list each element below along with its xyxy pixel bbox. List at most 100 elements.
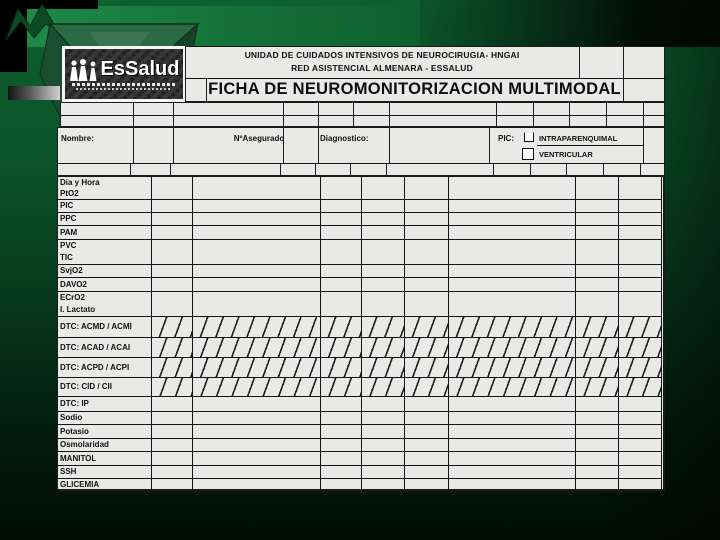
- grid-line: [173, 103, 174, 128]
- data-cell: [193, 466, 321, 478]
- data-cell: [193, 226, 321, 239]
- grid-line: [530, 163, 531, 177]
- table-row: ECrO2I. Lactato: [58, 292, 662, 317]
- data-cell: [152, 452, 193, 465]
- data-cell: [193, 292, 321, 316]
- data-cell: [449, 439, 576, 451]
- data-cell: [152, 378, 193, 396]
- grid-line: [643, 103, 644, 128]
- grid-line: [569, 103, 570, 128]
- family-silhouette-icon: [69, 59, 99, 81]
- header-lines: UNIDAD DE CUIDADOS INTENSIVOS DE NEUROCI…: [186, 49, 578, 75]
- data-cell: [152, 213, 193, 225]
- data-cell: [321, 317, 362, 337]
- data-cell: [362, 200, 405, 212]
- data-cell: [576, 278, 619, 291]
- data-cell: [362, 479, 405, 491]
- data-cell: [362, 466, 405, 478]
- row-label: SSH: [60, 467, 151, 477]
- data-cell: [619, 292, 662, 316]
- data-cell: [362, 213, 405, 225]
- data-cell: [152, 317, 193, 337]
- data-cell: [152, 479, 193, 491]
- row-label: SvjO2: [60, 266, 151, 276]
- data-cell: [152, 200, 193, 212]
- data-cell: [193, 213, 321, 225]
- slide: EsSalud UNIDAD DE CUIDADOS INTENSIVOS DE…: [0, 0, 720, 540]
- grid-line: [318, 103, 319, 128]
- data-cell: [576, 265, 619, 277]
- grid-line: [493, 163, 494, 177]
- row-label-cell: SvjO2: [58, 265, 152, 277]
- grid-line: [566, 163, 567, 177]
- data-cell: [576, 358, 619, 377]
- data-cell: [321, 265, 362, 277]
- data-cell: [362, 265, 405, 277]
- data-cell: [619, 397, 662, 411]
- row-label: DAVO2: [60, 280, 151, 290]
- row-label: Osmolaridad: [60, 440, 151, 450]
- data-cell: [576, 439, 619, 451]
- data-cell: [152, 425, 193, 438]
- table-row: PPC: [58, 213, 662, 226]
- row-label-cell: PPC: [58, 213, 152, 225]
- grid-line: [283, 128, 284, 163]
- row-label: PIC: [60, 201, 151, 211]
- row-label-cell: Sodio: [58, 412, 152, 424]
- data-cell: [362, 397, 405, 411]
- row-label: DTC: ACAD / ACAI: [60, 343, 151, 353]
- data-cell: [193, 358, 321, 377]
- data-cell: [405, 177, 449, 199]
- data-cell: [576, 412, 619, 424]
- grid-line: [350, 163, 351, 177]
- data-cell: [449, 265, 576, 277]
- grid-line: [133, 103, 134, 128]
- data-cell: [152, 292, 193, 316]
- data-cell: [152, 240, 193, 264]
- grid-line: [496, 103, 497, 128]
- data-cell: [405, 479, 449, 491]
- row-label-cell: Potasio: [58, 425, 152, 438]
- row-label-cell: GLICEMIA: [58, 479, 152, 491]
- data-cell: [576, 213, 619, 225]
- grid-line: [318, 128, 319, 163]
- data-cell: [152, 412, 193, 424]
- data-cell: [152, 177, 193, 199]
- data-cell: [362, 177, 405, 199]
- grid-line: [280, 163, 281, 177]
- grid-line: [130, 163, 131, 177]
- data-cell: [619, 278, 662, 291]
- ventricular-checkbox: [522, 148, 534, 160]
- data-cell: [619, 240, 662, 264]
- table-row: DTC: CID / CII: [58, 378, 662, 397]
- row-label-cell: PVCTIC: [58, 240, 152, 264]
- grid-line: [606, 103, 607, 128]
- data-cell: [321, 439, 362, 451]
- data-cell: [576, 226, 619, 239]
- table-row: Dia y HoraPtO2: [58, 177, 662, 200]
- table-row: MANITOL: [58, 452, 662, 466]
- data-cell: [321, 397, 362, 411]
- data-cell: [193, 278, 321, 291]
- grid-line: [389, 103, 390, 128]
- table-row: DTC: ACMD / ACMI: [58, 317, 662, 338]
- row-label: DTC: ACMD / ACMI: [60, 322, 151, 332]
- data-cell: [152, 265, 193, 277]
- data-cell: [193, 397, 321, 411]
- data-cell: [619, 479, 662, 491]
- data-cell: [152, 358, 193, 377]
- data-cell: [321, 338, 362, 357]
- data-cell: [362, 317, 405, 337]
- row-label-cell: Osmolaridad: [58, 439, 152, 451]
- data-cell: [449, 425, 576, 438]
- data-cell: [152, 226, 193, 239]
- data-cell: [576, 479, 619, 491]
- grid-line: [133, 128, 134, 163]
- data-cell: [193, 412, 321, 424]
- patient-bar: Nombre: NºAsegurado Diagnostico: PIC: IN…: [57, 127, 665, 176]
- data-cell: [321, 292, 362, 316]
- data-cell: [362, 338, 405, 357]
- table-row: PIC: [58, 200, 662, 213]
- data-cell: [576, 378, 619, 396]
- data-cell: [449, 479, 576, 491]
